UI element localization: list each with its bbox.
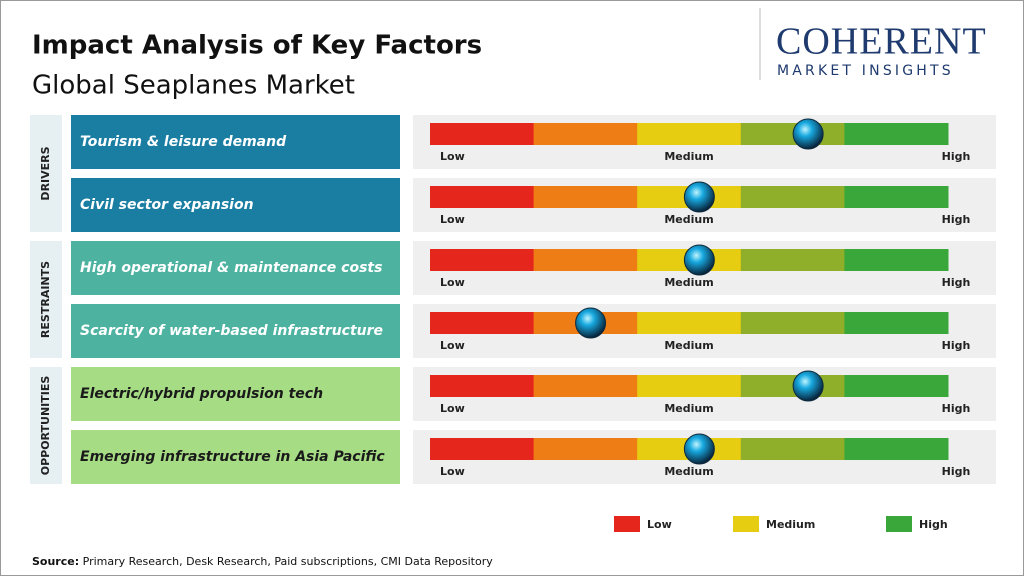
scale-segment bbox=[533, 186, 638, 208]
scale-label: Low bbox=[440, 213, 465, 226]
scale-label: Low bbox=[440, 150, 465, 163]
scale-segment bbox=[844, 438, 949, 460]
title: Impact Analysis of Key Factors bbox=[32, 31, 482, 61]
scale-segment bbox=[430, 186, 535, 208]
impact-marker bbox=[683, 244, 715, 276]
factor-box bbox=[71, 178, 400, 232]
impact-marker bbox=[792, 118, 824, 150]
factor-label: Scarcity of water-based infrastructure bbox=[80, 323, 383, 339]
scale-segment bbox=[844, 312, 949, 334]
scale-segment bbox=[533, 123, 638, 145]
scale-segment bbox=[740, 312, 845, 334]
legend-swatch bbox=[614, 516, 640, 532]
factor-label: Tourism & leisure demand bbox=[80, 134, 287, 150]
scale-label: High bbox=[942, 150, 971, 163]
scale-label: Medium bbox=[664, 213, 713, 226]
factor-box bbox=[71, 430, 400, 484]
legend-swatch bbox=[886, 516, 912, 532]
group-label: DRIVERS bbox=[39, 146, 52, 200]
factor-box bbox=[71, 367, 400, 421]
group-label: OPPORTUNITIES bbox=[39, 376, 52, 476]
scale-label: Medium bbox=[664, 402, 713, 415]
scale-segment bbox=[533, 249, 638, 271]
scale-label: Medium bbox=[664, 339, 713, 352]
group-side bbox=[30, 115, 62, 232]
scale-label: Medium bbox=[664, 150, 713, 163]
scale-segment bbox=[740, 186, 845, 208]
scale-label: High bbox=[942, 402, 971, 415]
factor-box bbox=[71, 304, 400, 358]
scale-segment bbox=[637, 312, 742, 334]
scale-label: Medium bbox=[664, 465, 713, 478]
scale-segment bbox=[844, 186, 949, 208]
scale-label: Low bbox=[440, 465, 465, 478]
factor-label: Electric/hybrid propulsion tech bbox=[80, 386, 323, 402]
factor-label: High operational & maintenance costs bbox=[80, 260, 382, 276]
scale-segment bbox=[844, 249, 949, 271]
scale-label: High bbox=[942, 276, 971, 289]
logo-tagline: MARKET INSIGHTS bbox=[777, 63, 954, 79]
impact-marker bbox=[792, 370, 824, 402]
impact-marker bbox=[683, 181, 715, 213]
scale-label: High bbox=[942, 465, 971, 478]
scale-segment bbox=[637, 375, 742, 397]
scale-segment bbox=[533, 438, 638, 460]
logo-name: COHERENT bbox=[776, 21, 987, 63]
group-label: RESTRAINTS bbox=[39, 261, 52, 338]
scale-label: High bbox=[942, 339, 971, 352]
scale-segment bbox=[430, 249, 535, 271]
legend-swatch bbox=[733, 516, 759, 532]
scale-segment bbox=[740, 438, 845, 460]
subtitle: Global Seaplanes Market bbox=[32, 71, 355, 101]
scale-segment bbox=[740, 249, 845, 271]
group-side bbox=[30, 241, 62, 358]
scale-label: Low bbox=[440, 339, 465, 352]
impact-marker bbox=[575, 307, 607, 339]
legend-label: Medium bbox=[766, 518, 815, 531]
scale-segment bbox=[430, 312, 535, 334]
scale-segment bbox=[844, 375, 949, 397]
impact-marker bbox=[683, 433, 715, 465]
scale-segment bbox=[637, 123, 742, 145]
scale-segment bbox=[430, 375, 535, 397]
factor-box bbox=[71, 241, 400, 295]
legend-label: Low bbox=[647, 518, 672, 531]
source: Source: Primary Research, Desk Research,… bbox=[32, 555, 493, 568]
factor-label: Emerging infrastructure in Asia Pacific bbox=[80, 449, 385, 465]
scale-label: High bbox=[942, 213, 971, 226]
scale-segment bbox=[533, 375, 638, 397]
scale-segment bbox=[844, 123, 949, 145]
source-label: Source: bbox=[32, 555, 79, 568]
scale-label: Low bbox=[440, 276, 465, 289]
factor-label: Civil sector expansion bbox=[80, 197, 254, 213]
scale-segment bbox=[430, 123, 535, 145]
factor-box bbox=[71, 115, 400, 169]
legend-label: High bbox=[919, 518, 948, 531]
source-text: Primary Research, Desk Research, Paid su… bbox=[83, 555, 494, 568]
group-side bbox=[30, 367, 62, 484]
scale-label: Low bbox=[440, 402, 465, 415]
scale-label: Medium bbox=[664, 276, 713, 289]
scale-segment bbox=[430, 438, 535, 460]
